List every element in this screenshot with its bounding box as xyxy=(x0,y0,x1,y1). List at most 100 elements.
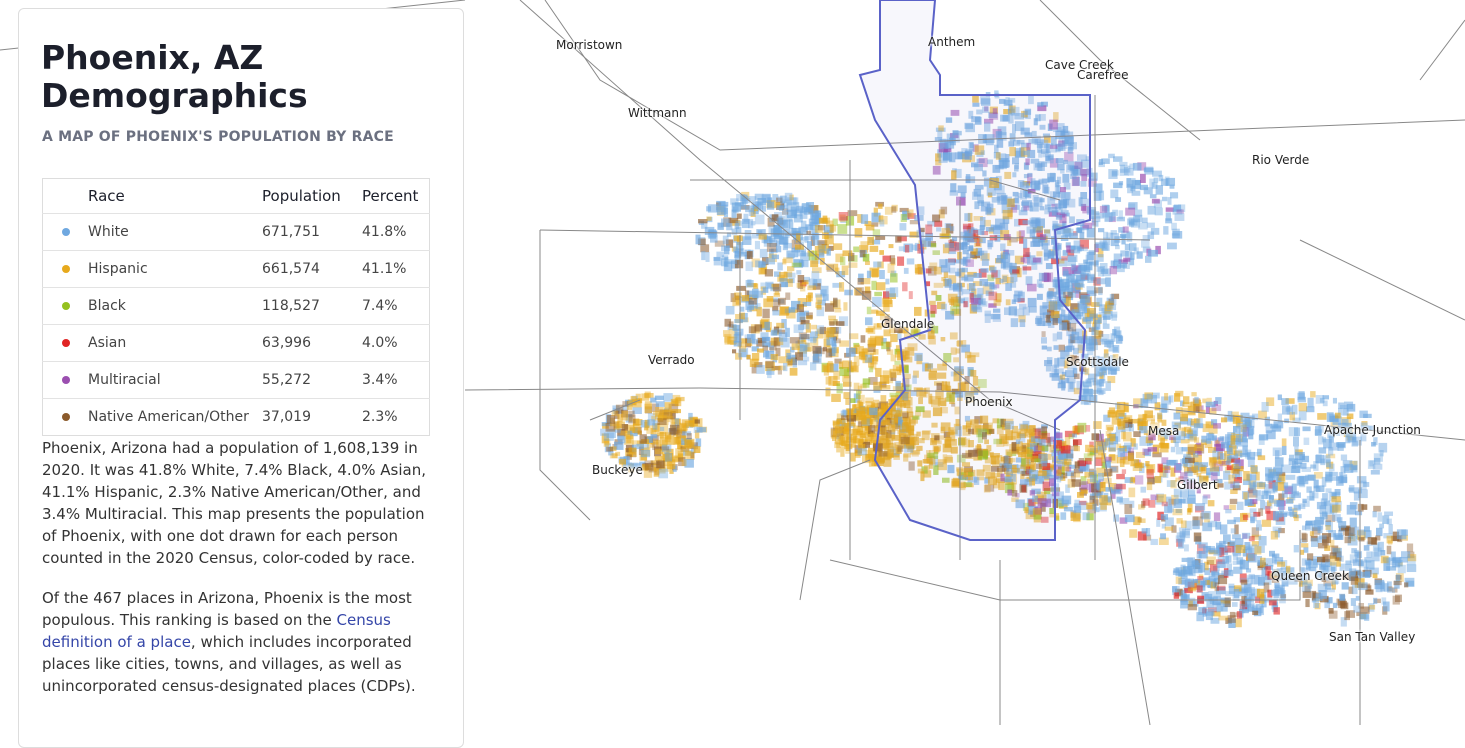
dot-block xyxy=(1108,483,1117,491)
dot-block xyxy=(799,316,806,325)
dot-block xyxy=(1109,355,1116,365)
dot-block xyxy=(1093,260,1099,267)
dot-block xyxy=(779,306,789,316)
dot-block xyxy=(1134,215,1140,223)
dot-block xyxy=(1098,159,1103,165)
dot-block xyxy=(1041,426,1048,436)
dot-block xyxy=(1170,446,1176,453)
dot-block xyxy=(1330,562,1337,572)
dot-block xyxy=(1365,560,1375,570)
dot-block xyxy=(1068,334,1074,344)
legend-dot xyxy=(62,228,70,236)
dot-block xyxy=(907,443,915,450)
dot-block xyxy=(782,210,788,216)
dot-block xyxy=(1245,597,1252,608)
dot-block xyxy=(765,351,775,360)
dot-block xyxy=(1111,416,1119,425)
dot-block xyxy=(1374,457,1381,465)
dot-block xyxy=(1348,572,1355,578)
dot-block xyxy=(788,355,796,360)
dot-block xyxy=(899,207,909,213)
dot-block xyxy=(778,297,786,305)
dot-block xyxy=(1108,447,1116,452)
dot-block xyxy=(771,214,779,222)
dot-block xyxy=(1074,427,1080,436)
dot-block xyxy=(1098,162,1105,168)
dot-block xyxy=(947,464,955,474)
dot-block xyxy=(1349,517,1357,528)
dot-block xyxy=(1216,594,1221,600)
dot-block xyxy=(1171,233,1180,239)
dot-block xyxy=(866,270,872,279)
dot-block xyxy=(1029,469,1039,479)
dot-block xyxy=(976,469,985,476)
dot-block xyxy=(775,240,781,246)
dot-block xyxy=(1000,243,1006,252)
dot-block xyxy=(1014,218,1021,227)
dot-block xyxy=(1153,199,1163,209)
dot-block xyxy=(887,263,895,274)
dot-block xyxy=(1180,520,1187,528)
dot-block xyxy=(931,422,938,428)
color-cell xyxy=(42,398,87,436)
dot-block xyxy=(902,416,911,425)
dot-block xyxy=(1209,457,1217,463)
dot-block xyxy=(1115,245,1120,250)
dot-block xyxy=(932,407,943,417)
dot-block xyxy=(1103,353,1110,362)
dot-block xyxy=(969,283,976,292)
dot-block xyxy=(1034,180,1040,190)
dot-block xyxy=(1291,404,1298,415)
dot-block xyxy=(1305,523,1314,531)
dot-block xyxy=(935,153,941,162)
dot-block xyxy=(973,216,983,221)
dot-block xyxy=(1084,367,1090,376)
dot-block xyxy=(808,292,813,302)
dot-block xyxy=(1328,413,1339,422)
dot-block xyxy=(1172,231,1183,239)
dot-block xyxy=(1253,574,1263,585)
dot-block xyxy=(853,355,860,366)
dot-block xyxy=(991,269,1001,280)
dot-block xyxy=(603,432,614,441)
dot-block xyxy=(999,98,1006,104)
dot-block xyxy=(1017,180,1025,188)
dot-block xyxy=(973,273,982,278)
link[interactable]: Census definition of a place xyxy=(42,611,391,651)
dot-block xyxy=(1058,497,1064,507)
dot-block xyxy=(764,321,770,331)
dot-block xyxy=(1051,137,1057,146)
dot-block xyxy=(885,403,893,409)
road xyxy=(1099,429,1151,725)
dot-block xyxy=(1103,237,1111,245)
dot-block xyxy=(1081,481,1088,491)
dot-block xyxy=(1328,610,1338,619)
dot-block xyxy=(1175,576,1182,584)
dot-block xyxy=(1024,108,1032,115)
dot-block xyxy=(984,106,989,112)
dot-block xyxy=(1081,174,1088,181)
dot-block xyxy=(1123,456,1130,465)
dot-block xyxy=(1220,524,1228,535)
dot-block xyxy=(1352,559,1363,566)
dot-block xyxy=(1041,345,1048,350)
header-cell: Percent xyxy=(362,187,419,205)
dot-block xyxy=(1348,586,1354,594)
dot-block xyxy=(951,478,960,487)
dot-block xyxy=(1272,568,1281,575)
dot-block xyxy=(795,352,804,361)
dot-block xyxy=(859,402,864,410)
dot-block xyxy=(1374,598,1381,604)
dot-block xyxy=(1073,309,1081,316)
dot-block xyxy=(1003,456,1011,465)
dot-block xyxy=(1053,345,1059,350)
dot-block xyxy=(890,453,900,458)
dot-block xyxy=(1315,454,1322,464)
dot-block xyxy=(1288,458,1299,465)
dot-block xyxy=(786,197,797,206)
dot-block xyxy=(909,428,914,436)
dot-block xyxy=(1101,453,1107,463)
dot-block xyxy=(617,413,623,423)
dot-block xyxy=(1325,520,1332,527)
dot-block xyxy=(1341,476,1348,483)
